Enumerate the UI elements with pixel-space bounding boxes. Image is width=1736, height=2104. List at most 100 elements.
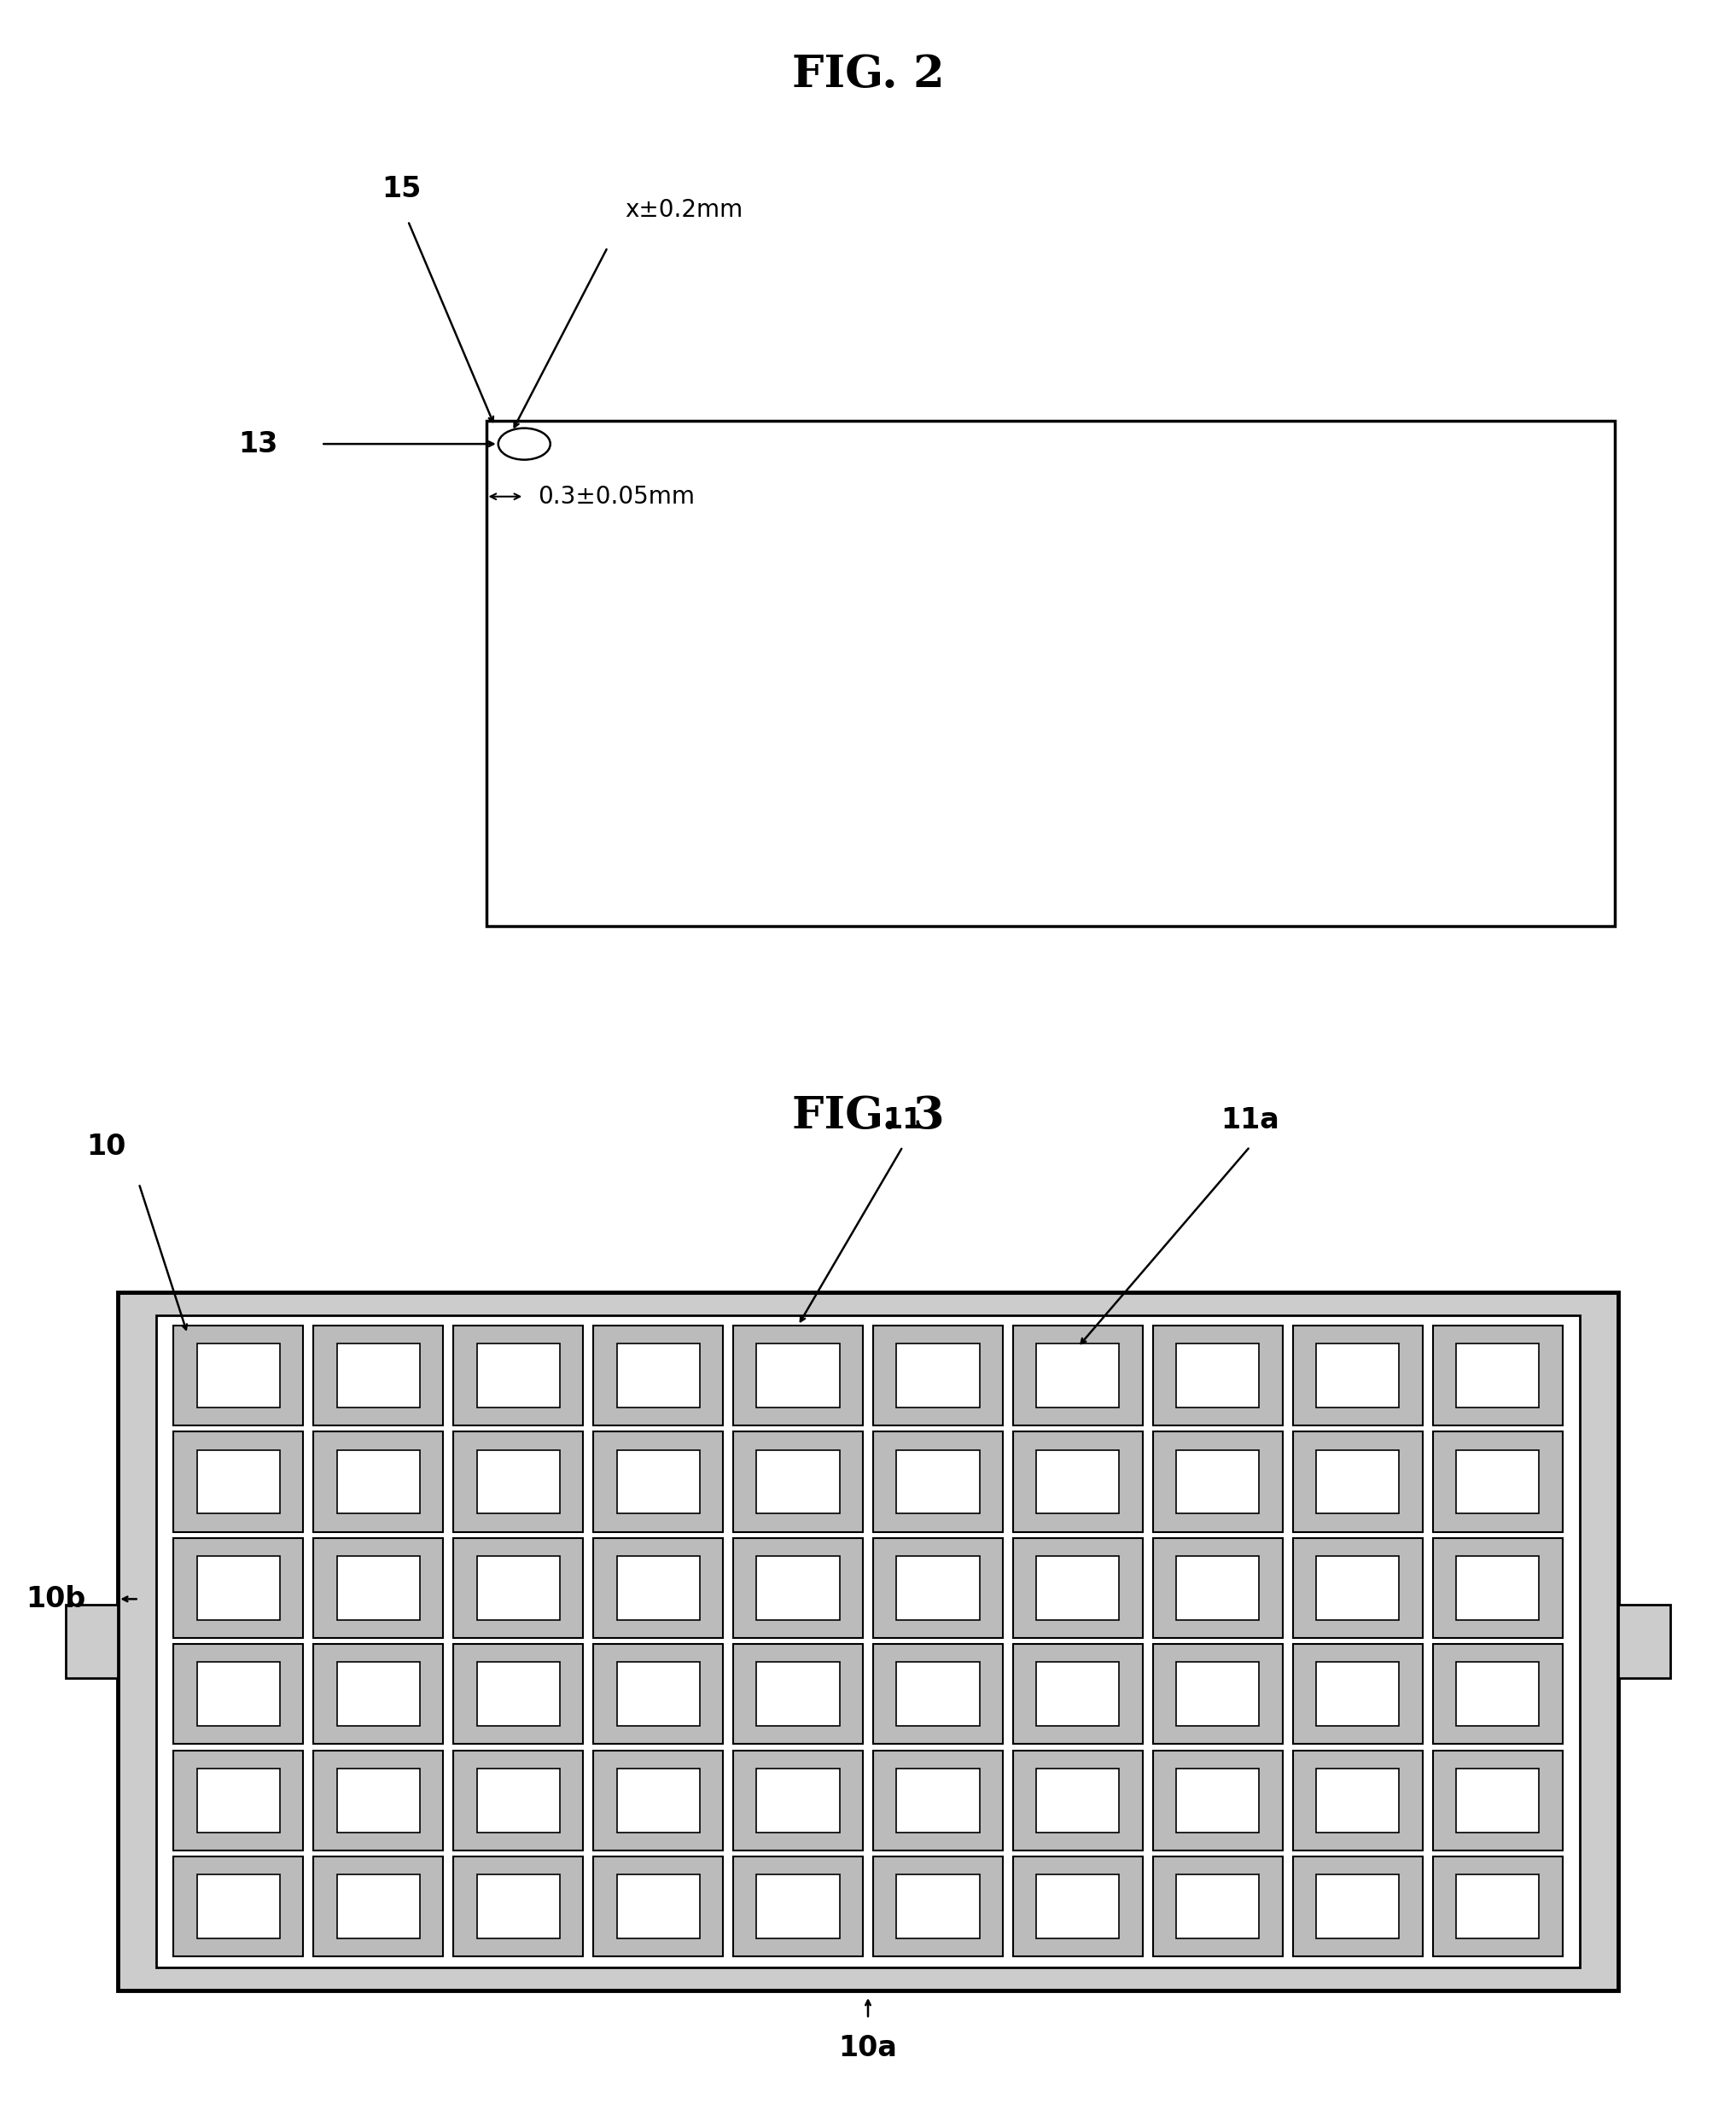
Text: 10: 10 [87,1132,127,1161]
Bar [453,1751,583,1852]
Bar [1457,1662,1540,1725]
Bar [1432,1858,1562,1957]
Bar [757,1450,840,1513]
Bar [896,1769,979,1833]
Bar [1293,1858,1422,1957]
Text: x±0.2mm: x±0.2mm [625,198,743,223]
Bar [1014,1326,1142,1427]
Bar [873,1431,1003,1532]
Bar [196,1344,279,1408]
Bar [594,1538,722,1637]
Bar [314,1751,443,1852]
Bar [1293,1431,1422,1532]
Bar [1014,1645,1142,1744]
Bar [477,1450,559,1513]
Bar [1457,1450,1540,1513]
Bar [1014,1858,1142,1957]
Bar [1036,1450,1120,1513]
Bar [733,1538,863,1637]
Bar [1316,1769,1399,1833]
Bar [156,1315,1580,1967]
Bar [1293,1751,1422,1852]
Bar [1153,1645,1283,1744]
Bar [896,1662,979,1725]
Bar [1036,1344,1120,1408]
Bar [594,1431,722,1532]
Bar [733,1645,863,1744]
Bar [594,1858,722,1957]
Bar [873,1751,1003,1852]
Bar [453,1431,583,1532]
Text: 13: 13 [238,429,278,459]
Bar [1153,1431,1283,1532]
Bar [1432,1751,1562,1852]
Bar [896,1557,979,1620]
Bar [453,1858,583,1957]
Bar [616,1344,700,1408]
Bar [1457,1875,1540,1938]
Bar [1316,1662,1399,1725]
Bar [314,1538,443,1637]
Text: 11: 11 [884,1107,922,1134]
Bar [118,1292,1618,1990]
Bar [1014,1431,1142,1532]
Bar [1432,1645,1562,1744]
Bar [174,1751,304,1852]
Bar [477,1662,559,1725]
Bar [1153,1858,1283,1957]
Bar [1177,1769,1259,1833]
Bar [196,1875,279,1938]
Text: 0.3±0.05mm: 0.3±0.05mm [538,484,694,509]
Bar [174,1858,304,1957]
Bar [337,1344,420,1408]
Bar [1036,1875,1120,1938]
Bar [196,1769,279,1833]
Text: 10b: 10b [26,1584,87,1614]
Circle shape [498,429,550,461]
Bar [477,1344,559,1408]
Bar [174,1326,304,1427]
Bar [757,1875,840,1938]
Bar [1432,1326,1562,1427]
Bar [594,1645,722,1744]
Bar [337,1875,420,1938]
Bar [1293,1326,1422,1427]
Bar [337,1557,420,1620]
Text: 11a: 11a [1220,1107,1279,1134]
Bar [873,1326,1003,1427]
Bar [314,1645,443,1744]
Text: 15: 15 [382,175,422,204]
Bar [1432,1538,1562,1637]
Bar [1316,1557,1399,1620]
Bar [733,1431,863,1532]
Bar [453,1538,583,1637]
Bar [486,421,1614,926]
Bar [616,1557,700,1620]
Bar [1177,1344,1259,1408]
Bar [616,1662,700,1725]
Bar [873,1538,1003,1637]
Bar [1036,1557,1120,1620]
Bar [733,1326,863,1427]
Text: 10a: 10a [838,2035,898,2062]
Bar [337,1662,420,1725]
Bar [594,1326,722,1427]
Bar [1618,1603,1670,1679]
Bar [1153,1326,1283,1427]
Bar [477,1875,559,1938]
Bar [1177,1557,1259,1620]
Bar [616,1450,700,1513]
Bar [733,1858,863,1957]
Bar [594,1751,722,1852]
Bar [477,1557,559,1620]
Bar [757,1662,840,1725]
Bar [196,1557,279,1620]
Bar [1457,1344,1540,1408]
Bar [1457,1557,1540,1620]
Bar [314,1858,443,1957]
Bar [757,1557,840,1620]
Bar [1153,1538,1283,1637]
Bar [453,1645,583,1744]
Bar [1177,1875,1259,1938]
Bar [1036,1769,1120,1833]
